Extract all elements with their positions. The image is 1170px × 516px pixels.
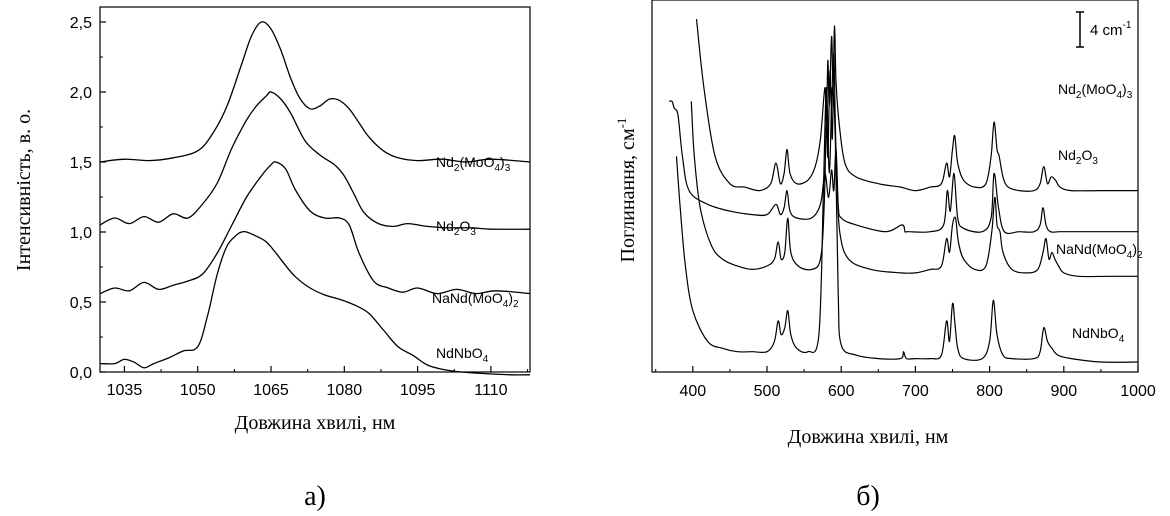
b-xtick-label: 900 <box>1050 383 1077 400</box>
b-xtick-label: 700 <box>902 383 929 400</box>
a-series-line-3 <box>99 230 531 376</box>
panel-b-xlabel: Довжина хвилі, нм <box>788 426 949 448</box>
panel-b-ylabel: Поглинання, см-1 <box>614 118 639 263</box>
a-ytick-label: 1,5 <box>70 155 92 172</box>
a-series-label-0: Nd2(MoO4)3 <box>436 154 511 174</box>
a-ytick-label: 0,0 <box>70 365 92 382</box>
a-ytick-label: 2,5 <box>70 15 92 32</box>
scale-bar-label: 4 cm-1 <box>1090 20 1132 39</box>
a-xtick-label: 1080 <box>327 382 363 399</box>
a-xtick-label: 1095 <box>400 382 436 399</box>
a-series-label-2: NaNd(MoO4)2 <box>432 290 519 310</box>
b-xtick-label: 1000 <box>1120 383 1156 400</box>
a-series-line-2 <box>99 161 531 295</box>
b-series-line-2 <box>690 52 1138 278</box>
a-xtick-label: 1110 <box>474 382 507 399</box>
a-xtick-label: 1065 <box>253 382 289 399</box>
b-series-label-1: Nd2O3 <box>1058 147 1098 167</box>
b-xtick-label: 800 <box>976 383 1003 400</box>
a-ytick-label: 0,5 <box>70 295 92 312</box>
b-series-line-1 <box>668 100 1138 235</box>
panel-b-label: б) <box>856 481 880 512</box>
b-series-line-0 <box>695 19 1138 192</box>
panel-a-ylabel: Інтенсивність, в. о. <box>13 109 35 271</box>
panel-b-chart: 400 500 600 700 800 900 1000 Nd2(MoO4)3 Nd2O3 Na… <box>614 0 1156 512</box>
b-xtick-label: 400 <box>679 383 706 400</box>
a-xtick-label: 1050 <box>180 382 216 399</box>
panel-b-frame <box>651 0 1139 373</box>
scale-bar: 4 cm-1 <box>1076 11 1132 48</box>
b-series-label-3: NdNbO4 <box>1072 325 1125 345</box>
a-ytick-label: 2,0 <box>70 85 92 102</box>
panel-a-label: а) <box>304 481 326 512</box>
a-series-line-0 <box>99 21 531 163</box>
b-xtick-label: 600 <box>828 383 855 400</box>
b-series-line-3 <box>675 86 1139 363</box>
a-series-label-3: NdNbO4 <box>436 345 489 365</box>
b-xtick-label: 500 <box>754 383 781 400</box>
panel-a-frame <box>99 6 531 373</box>
a-xtick-label: 1035 <box>107 382 143 399</box>
a-series-label-1: Nd2O3 <box>436 218 476 238</box>
panel-a-xlabel: Довжина хвилі, нм <box>235 412 396 434</box>
panel-a-chart: 1035 1050 1065 1080 1095 1110 0,0 0,5 1,0 1,5 2,0 2… <box>13 6 531 512</box>
a-series-line-1 <box>99 91 531 230</box>
a-ytick-label: 1,0 <box>70 225 92 242</box>
b-series-label-2: NaNd(MoO4)2 <box>1056 241 1143 261</box>
b-series-label-0: Nd2(MoO4)3 <box>1058 81 1133 101</box>
